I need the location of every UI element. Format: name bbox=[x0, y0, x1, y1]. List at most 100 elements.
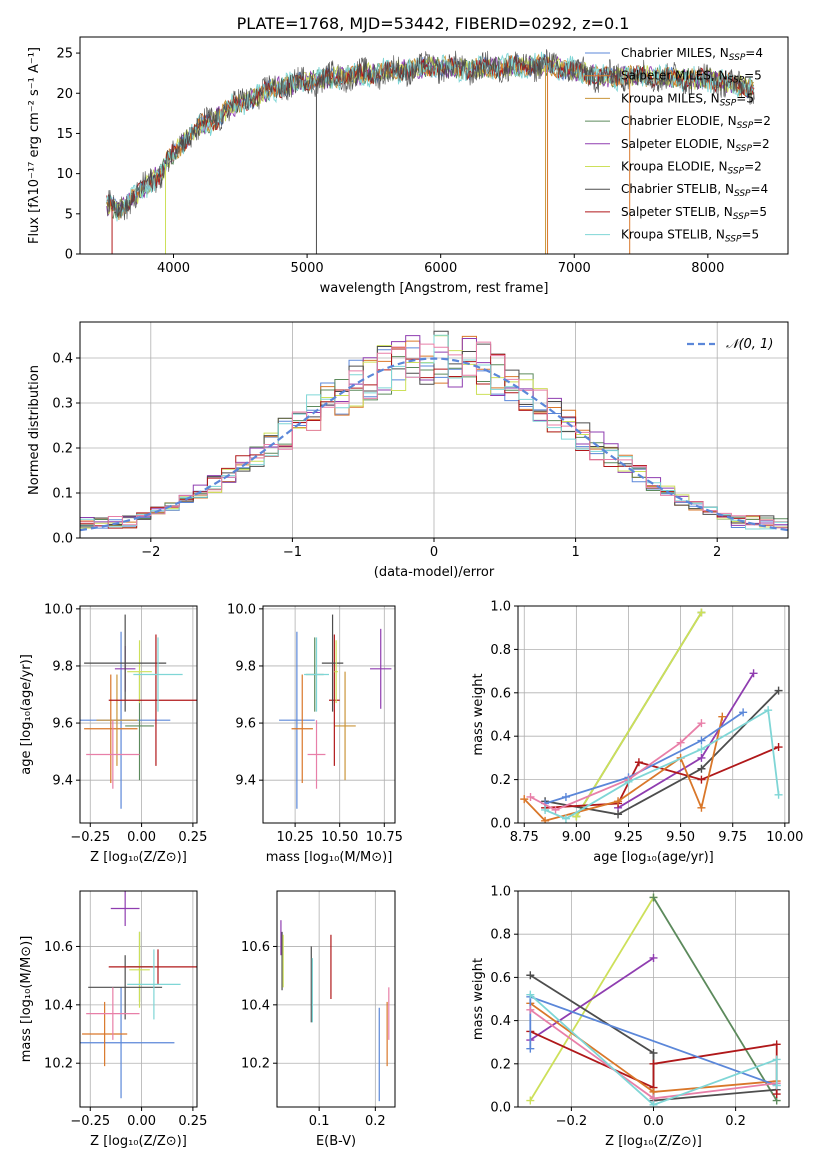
legend-entry: Salpeter MILES, NSSP=5 bbox=[621, 69, 762, 86]
panel-age_vs_Z: −0.25 0.00 0.25 9.4 9.6 9.8 10.0 Z [log₁₀(Z/Z⊙)… bbox=[19, 602, 207, 865]
x-axis-label: Z [log₁₀(Z/Z⊙)] bbox=[90, 1134, 187, 1149]
plot-area bbox=[80, 891, 197, 1099]
legend-entry: 𝒩(0, 1) bbox=[726, 337, 773, 352]
weight-point-marker bbox=[764, 706, 773, 715]
x-tick-label: 0.1 bbox=[309, 1114, 330, 1129]
x-tick-label: 0.0 bbox=[643, 1114, 664, 1129]
axes-frame bbox=[517, 605, 790, 824]
weight-point-marker bbox=[526, 1005, 535, 1014]
y-tick-label: 1.0 bbox=[490, 885, 511, 900]
x-tick-label: 9.25 bbox=[614, 830, 643, 845]
y-tick-label: 0.1 bbox=[52, 487, 73, 502]
weight-point-marker bbox=[649, 953, 658, 962]
y-tick-label: 0.0 bbox=[490, 817, 511, 832]
x-tick-label: 0.2 bbox=[725, 1114, 746, 1129]
panel-spectrum: Chabrier MILES, NSSP=4 Salpeter MILES, NS… bbox=[27, 36, 789, 296]
x-axis-label: Z [log₁₀(Z/Z⊙)] bbox=[605, 1134, 702, 1149]
histogram-step bbox=[80, 341, 788, 538]
x-tick-label: 0.2 bbox=[365, 1114, 386, 1129]
x-tick-label: 9.00 bbox=[562, 830, 591, 845]
weight-point-marker bbox=[772, 1040, 781, 1049]
y-tick-label: 0.0 bbox=[490, 1101, 511, 1116]
weight-point-marker bbox=[697, 745, 706, 754]
x-axis-label: wavelength [Angstrom, rest frame] bbox=[320, 281, 549, 296]
weight-point-marker bbox=[739, 708, 748, 717]
weight-series-line bbox=[652, 897, 778, 1101]
weight-point-marker bbox=[614, 810, 623, 819]
x-tick-label: 10.75 bbox=[366, 830, 403, 845]
weight-point-marker bbox=[774, 743, 783, 752]
x-tick-label: 10.25 bbox=[276, 830, 313, 845]
x-tick-label: 7000 bbox=[558, 261, 591, 276]
weight-point-marker bbox=[526, 1096, 535, 1105]
y-axis-label: mass weight bbox=[471, 958, 486, 1040]
weight-point-marker bbox=[541, 816, 550, 823]
x-tick-label: 0.00 bbox=[127, 830, 156, 845]
y-tick-label: 0.0 bbox=[52, 532, 73, 547]
panel-age_vs_mass: 10.25 10.50 10.75 9.4 9.6 9.8 10.0 mass [log₁₀(… bbox=[227, 602, 403, 865]
y-tick-label: 0.2 bbox=[490, 773, 511, 788]
y-tick-label: 0.6 bbox=[490, 686, 511, 701]
y-tick-label: 0.4 bbox=[490, 1014, 511, 1029]
weight-series-line bbox=[529, 957, 654, 1041]
axes-frame bbox=[79, 605, 198, 824]
x-tick-label: 9.75 bbox=[718, 830, 747, 845]
x-tick-label: 0 bbox=[430, 545, 438, 560]
weight-point-marker bbox=[649, 1049, 658, 1057]
figure-title: PLATE=1768, MJD=53442, FIBERID=0292, z=0… bbox=[237, 14, 630, 33]
panel-mass_vs_EBV: 0.1 0.2 10.2 10.4 10.6 E(B-V) bbox=[241, 890, 396, 1149]
weight-point-marker bbox=[551, 805, 560, 814]
y-tick-label: 10.4 bbox=[241, 998, 270, 1013]
weight-series-line bbox=[529, 994, 778, 1106]
x-tick-label: 0.25 bbox=[178, 1114, 207, 1129]
weight-point-marker bbox=[697, 719, 706, 728]
y-tick-label: 10.2 bbox=[241, 1057, 270, 1072]
x-tick-label: 9.50 bbox=[666, 830, 695, 845]
y-tick-label: 10 bbox=[56, 167, 73, 182]
x-axis-label: Z [log₁₀(Z/Z⊙)] bbox=[90, 850, 187, 865]
x-tick-label: −0.25 bbox=[70, 1114, 110, 1129]
weight-point-marker bbox=[614, 797, 623, 806]
weight-point-marker bbox=[774, 790, 783, 799]
y-axis-label: Normed distribution bbox=[27, 365, 42, 495]
weight-point-marker bbox=[526, 792, 535, 801]
weight-point-marker bbox=[526, 990, 535, 999]
plot-area bbox=[526, 893, 781, 1107]
y-axis-label: mass [log₁₀(M/M⊙)] bbox=[19, 936, 34, 1063]
x-tick-label: 0.00 bbox=[127, 1114, 156, 1129]
y-axis-label: Flux [fλ10⁻¹⁷ erg cm⁻² s⁻¹ A⁻¹] bbox=[27, 47, 42, 244]
x-axis-label: E(B-V) bbox=[316, 1134, 356, 1149]
weight-point-marker bbox=[676, 738, 685, 747]
weight-point-marker bbox=[772, 1090, 781, 1099]
normal-curve bbox=[80, 357, 788, 532]
plot-area bbox=[106, 49, 755, 254]
plot-area bbox=[520, 608, 783, 823]
y-tick-label: 0.4 bbox=[490, 730, 511, 745]
y-tick-label: 0.8 bbox=[490, 928, 511, 943]
y-tick-label: 5 bbox=[65, 207, 73, 222]
y-tick-label: 0.8 bbox=[490, 643, 511, 658]
x-tick-label: 5000 bbox=[291, 261, 324, 276]
x-tick-label: 0.25 bbox=[178, 830, 207, 845]
y-tick-label: 9.6 bbox=[52, 717, 73, 732]
y-tick-label: 0.2 bbox=[490, 1057, 511, 1072]
histogram-step bbox=[80, 334, 788, 538]
legend-entry: Salpeter ELODIE, NSSP=2 bbox=[621, 137, 770, 154]
weight-point-marker bbox=[697, 736, 706, 745]
y-tick-label: 15 bbox=[56, 127, 73, 142]
x-tick-label: −0.25 bbox=[70, 830, 110, 845]
weight-point-marker bbox=[649, 1059, 658, 1068]
weight-point-marker bbox=[624, 777, 633, 786]
x-tick-label: 6000 bbox=[424, 261, 457, 276]
x-tick-label: 8000 bbox=[691, 261, 724, 276]
weight-point-marker bbox=[520, 795, 529, 804]
axes-frame bbox=[79, 890, 198, 1108]
legend-entry: Kroupa MILES, NSSP=5 bbox=[621, 91, 754, 108]
weight-point-marker bbox=[634, 758, 643, 767]
weight-point-marker bbox=[649, 893, 658, 902]
x-tick-label: 8.75 bbox=[510, 830, 539, 845]
weight-point-marker bbox=[774, 686, 783, 695]
plot-area bbox=[80, 330, 788, 538]
weight-series-line bbox=[575, 612, 703, 817]
spectrum-legend: Chabrier MILES, NSSP=4 Salpeter MILES, NS… bbox=[585, 46, 771, 245]
